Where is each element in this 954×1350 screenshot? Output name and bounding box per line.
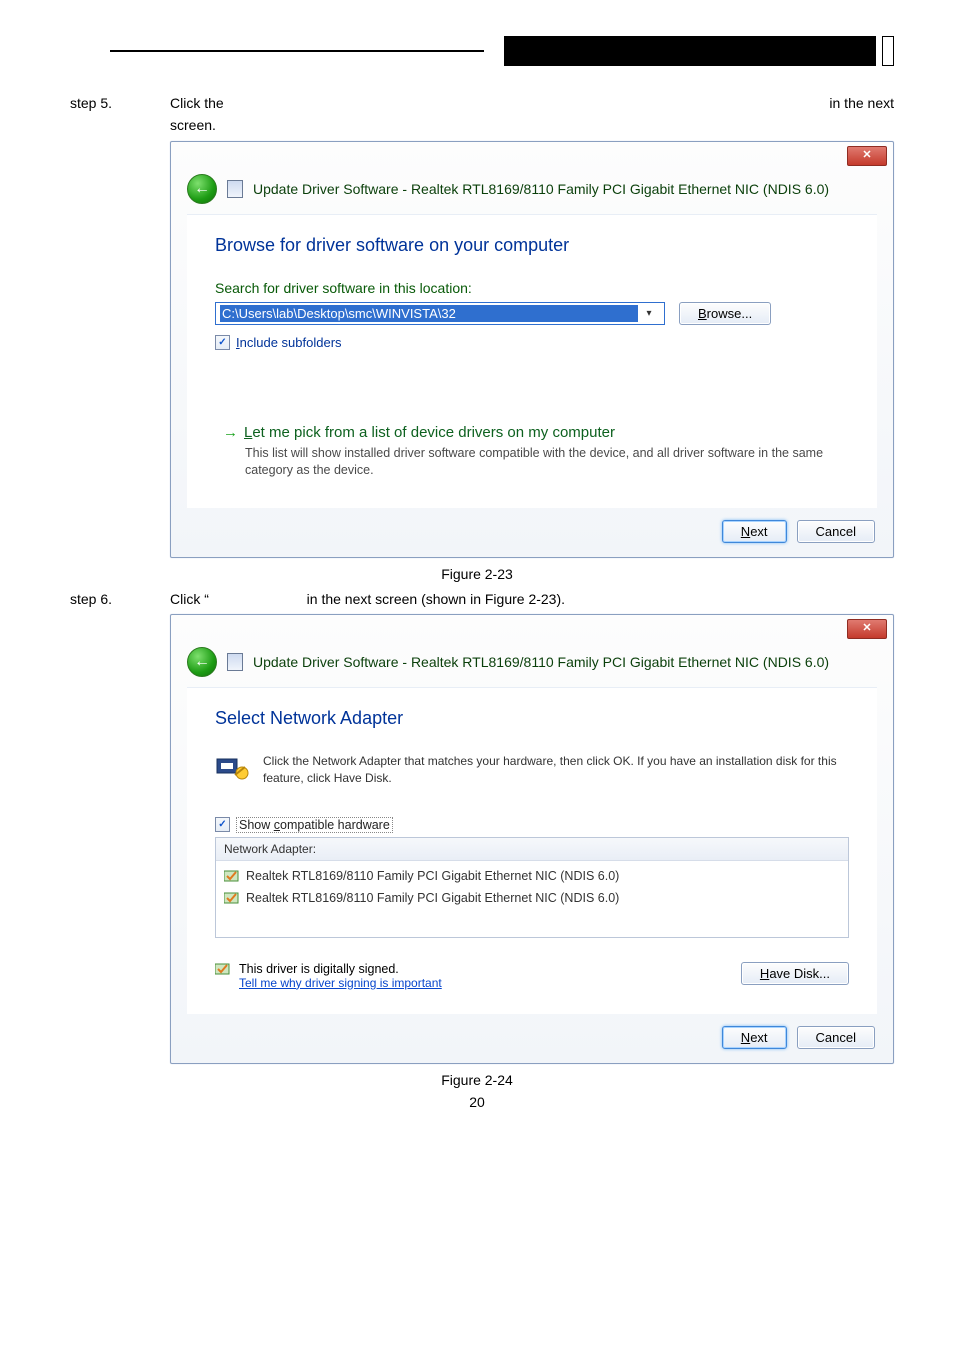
close-button-2[interactable]: ✕ bbox=[847, 619, 887, 639]
dialog1-body: Browse for driver software on your compu… bbox=[187, 214, 877, 508]
browse-rest: rowse... bbox=[707, 306, 753, 321]
step6-right: in the next screen (shown in Figure 2-23… bbox=[307, 591, 565, 607]
driver-icon bbox=[224, 869, 240, 883]
have-disk-button[interactable]: Have Disk... bbox=[741, 962, 849, 985]
step5-row2: screen. bbox=[70, 114, 894, 136]
signature-row: This driver is digitally signed. Tell me… bbox=[215, 962, 849, 990]
dialog1-footer: Next Cancel bbox=[171, 508, 893, 543]
browse-accel: B bbox=[698, 306, 707, 321]
page: step 5. Click the in the next screen. ✕ … bbox=[0, 0, 954, 1130]
dialog1-breadcrumb: ← Update Driver Software - Realtek RTL81… bbox=[187, 174, 877, 204]
dialog1-title: Update Driver Software - Realtek RTL8169… bbox=[253, 181, 829, 197]
step6-label: step 6. bbox=[70, 588, 170, 610]
dialog1-titlebar: ✕ bbox=[171, 142, 893, 174]
signature-text: This driver is digitally signed. bbox=[239, 962, 442, 976]
signature-left: This driver is digitally signed. Tell me… bbox=[215, 962, 442, 990]
dialog-browse-driver: ✕ ← Update Driver Software - Realtek RTL… bbox=[170, 141, 894, 558]
pick-from-list-text: Let me pick from a list of device driver… bbox=[244, 424, 615, 441]
shield-signed-icon bbox=[215, 962, 231, 976]
figure2-caption: Figure 2-24 bbox=[0, 1072, 954, 1088]
page-number: 20 bbox=[0, 1094, 954, 1130]
cancel-button[interactable]: Cancel bbox=[797, 520, 875, 543]
back-arrow-icon-2: ← bbox=[194, 653, 210, 671]
listbox-items: Realtek RTL8169/8110 Family PCI Gigabit … bbox=[216, 861, 848, 937]
network-adapter-icon bbox=[215, 753, 251, 781]
dialog-select-adapter: ✕ ← Update Driver Software - Realtek RTL… bbox=[170, 614, 894, 1064]
path-row: ▾ Browse... bbox=[215, 302, 849, 325]
dialog2-body: Select Network Adapter Click the Network… bbox=[187, 687, 877, 1014]
step5-below: screen. bbox=[170, 114, 216, 136]
figure1-caption: Figure 2-23 bbox=[0, 566, 954, 582]
adapter-listbox[interactable]: Network Adapter: Realtek RTL8169/8110 Fa… bbox=[215, 837, 849, 938]
step5-label-spacer bbox=[70, 114, 170, 136]
device-icon-2 bbox=[227, 653, 243, 671]
show-compatible-checkbox[interactable]: ✓ bbox=[215, 817, 230, 832]
arrow-icon: → bbox=[223, 424, 238, 441]
show-compatible-row[interactable]: ✓ Show compatible hardware bbox=[215, 817, 849, 833]
next-button-2[interactable]: Next bbox=[722, 1026, 787, 1049]
next-button[interactable]: Next bbox=[722, 520, 787, 543]
browse-heading: Browse for driver software on your compu… bbox=[215, 235, 849, 256]
step6-left: Click “ bbox=[170, 591, 209, 607]
dialog2-breadcrumb: ← Update Driver Software - Realtek RTL81… bbox=[187, 647, 877, 677]
dialog2-title: Update Driver Software - Realtek RTL8169… bbox=[253, 654, 829, 670]
signature-text-block: This driver is digitally signed. Tell me… bbox=[239, 962, 442, 990]
include-subfolders-label: Include subfolders bbox=[236, 335, 342, 350]
header-blackbox bbox=[504, 36, 876, 66]
cancel-button-2[interactable]: Cancel bbox=[797, 1026, 875, 1049]
step5-row: step 5. Click the in the next bbox=[70, 92, 894, 114]
header-rule bbox=[110, 50, 894, 80]
step5-label: step 5. bbox=[70, 92, 170, 114]
list-item-text: Realtek RTL8169/8110 Family PCI Gigabit … bbox=[246, 869, 619, 883]
list-item[interactable]: Realtek RTL8169/8110 Family PCI Gigabit … bbox=[216, 887, 848, 909]
pick-from-list-title: → Let me pick from a list of device driv… bbox=[223, 424, 841, 441]
dialog2-titlebar: ✕ bbox=[171, 615, 893, 647]
pick-from-list-option[interactable]: → Let me pick from a list of device driv… bbox=[215, 420, 849, 484]
list-item-text: Realtek RTL8169/8110 Family PCI Gigabit … bbox=[246, 891, 619, 905]
pick-from-list-desc: This list will show installed driver sof… bbox=[245, 445, 841, 480]
select-adapter-heading: Select Network Adapter bbox=[215, 708, 849, 729]
path-input[interactable] bbox=[220, 305, 638, 322]
step6-text: Click “ in the next screen (shown in Fig… bbox=[170, 588, 565, 610]
include-subfolders-row[interactable]: ✓ Include subfolders bbox=[215, 335, 849, 350]
show-compatible-label: Show compatible hardware bbox=[236, 817, 393, 833]
browse-button[interactable]: Browse... bbox=[679, 302, 771, 325]
device-icon bbox=[227, 180, 243, 198]
include-subfolders-checkbox[interactable]: ✓ bbox=[215, 335, 230, 350]
back-button[interactable]: ← bbox=[187, 174, 217, 204]
header-endcap bbox=[882, 36, 894, 66]
list-item[interactable]: Realtek RTL8169/8110 Family PCI Gigabit … bbox=[216, 865, 848, 887]
close-button[interactable]: ✕ bbox=[847, 146, 887, 166]
driver-icon bbox=[224, 891, 240, 905]
step6-row: step 6. Click “ in the next screen (show… bbox=[70, 588, 894, 610]
path-combo[interactable]: ▾ bbox=[215, 302, 665, 325]
step5-text: Click the in the next bbox=[170, 92, 894, 114]
back-arrow-icon: ← bbox=[194, 180, 210, 198]
back-button-2[interactable]: ← bbox=[187, 647, 217, 677]
combo-arrow-icon[interactable]: ▾ bbox=[638, 308, 660, 319]
rule-segment bbox=[110, 50, 484, 52]
search-label: Search for driver software in this locat… bbox=[215, 280, 849, 296]
dialog2-footer: Next Cancel bbox=[171, 1014, 893, 1049]
step5-right: in the next bbox=[829, 92, 894, 114]
listbox-header: Network Adapter: bbox=[216, 838, 848, 861]
adapter-desc: Click the Network Adapter that matches y… bbox=[263, 753, 849, 787]
signing-help-link[interactable]: Tell me why driver signing is important bbox=[239, 976, 442, 990]
step5-left: Click the bbox=[170, 92, 224, 114]
adapter-desc-row: Click the Network Adapter that matches y… bbox=[215, 753, 849, 787]
